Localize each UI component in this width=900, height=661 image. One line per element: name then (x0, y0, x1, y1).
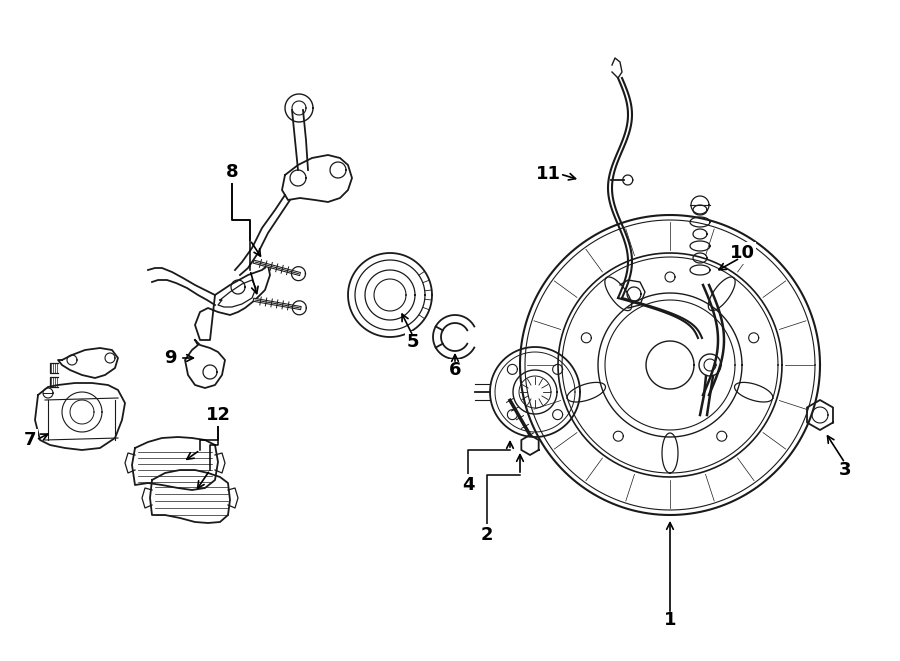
Text: 6: 6 (449, 361, 461, 379)
Text: 7: 7 (23, 431, 36, 449)
Text: 4: 4 (462, 476, 474, 494)
Text: 10: 10 (730, 244, 754, 262)
Text: 9: 9 (164, 349, 176, 367)
Text: 1: 1 (664, 611, 676, 629)
Text: 3: 3 (839, 461, 851, 479)
Text: 11: 11 (536, 165, 561, 183)
Text: 5: 5 (407, 333, 419, 351)
Text: 2: 2 (481, 526, 493, 544)
Text: 8: 8 (226, 163, 239, 181)
Text: 12: 12 (205, 406, 230, 424)
